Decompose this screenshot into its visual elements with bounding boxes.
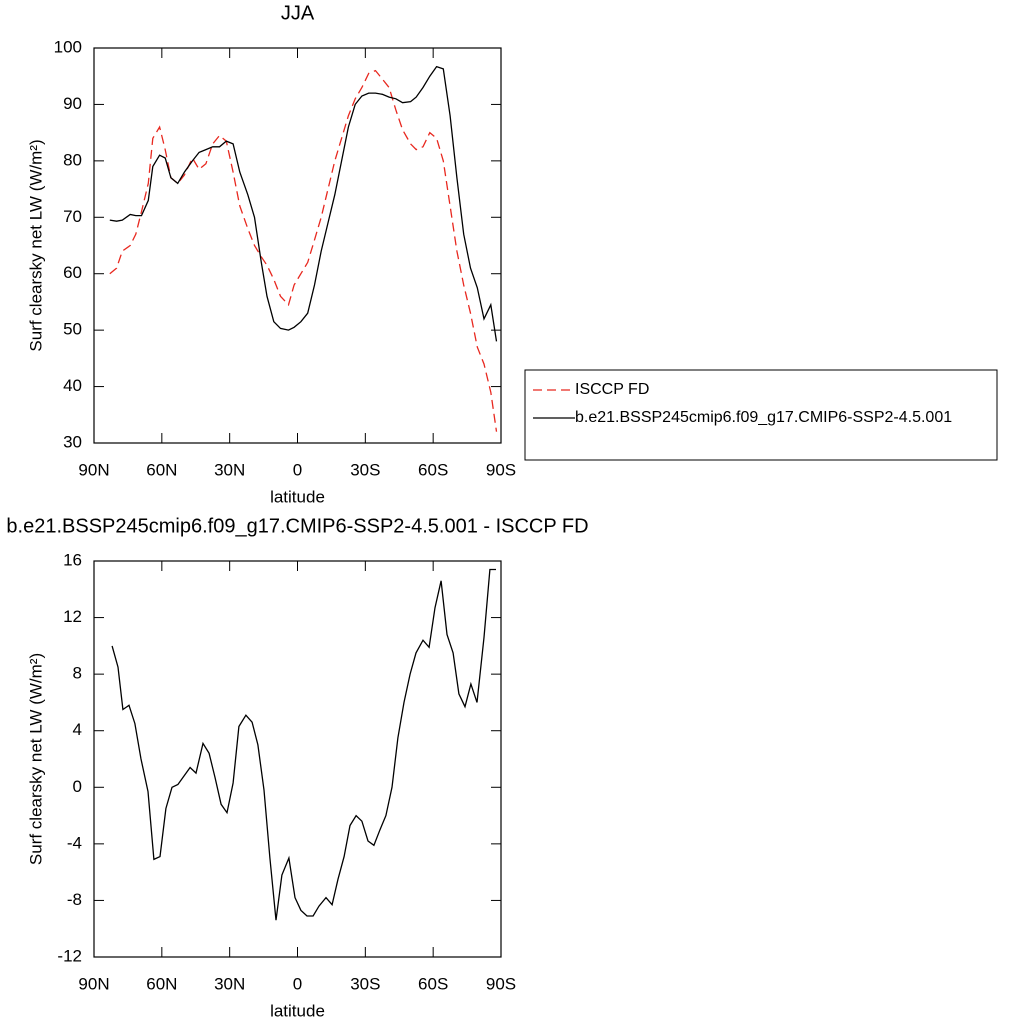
data-line [109, 65, 498, 342]
data-line [109, 69, 498, 432]
plot-frame [93, 560, 502, 958]
x-tick-label: 0 [293, 460, 302, 479]
x-tick-label: 60N [146, 974, 177, 993]
y-axis-label: Surf clearsky net LW (W/m²) [26, 139, 45, 351]
x-tick-label: 30N [214, 974, 245, 993]
plot-frame [93, 47, 502, 444]
legend-label: ISCCP FD [575, 381, 649, 398]
x-tick-label: 60S [418, 974, 448, 993]
x-tick-label: 90S [486, 974, 516, 993]
y-tick-label: 30 [63, 432, 82, 451]
y-tick-label: 8 [73, 664, 82, 683]
y-tick-label: -4 [67, 833, 82, 852]
x-tick-label: 60N [146, 460, 177, 479]
y-axis-label: Surf clearsky net LW (W/m²) [26, 653, 45, 865]
data-line [111, 568, 496, 921]
y-tick-label: -12 [57, 946, 82, 965]
x-tick-label: 60S [418, 460, 448, 479]
chart-title: JJA [281, 2, 315, 24]
x-tick-label: 0 [293, 974, 302, 993]
legend-label: b.e21.BSSP245cmip6.f09_g17.CMIP6-SSP2-4.… [575, 409, 952, 426]
x-tick-label: 90N [78, 974, 109, 993]
y-tick-label: 100 [54, 37, 82, 56]
y-tick-label: 12 [63, 607, 82, 626]
y-tick-label: 4 [73, 720, 82, 739]
y-tick-label: 60 [63, 263, 82, 282]
y-tick-label: 0 [73, 777, 82, 796]
x-tick-label: 90S [486, 460, 516, 479]
legend-box [524, 369, 998, 461]
x-axis-label: latitude [270, 1001, 325, 1020]
x-tick-label: 30S [350, 460, 380, 479]
y-tick-label: 50 [63, 320, 82, 339]
x-tick-label: 30S [350, 974, 380, 993]
y-tick-label: 16 [63, 550, 82, 569]
y-tick-label: -8 [67, 890, 82, 909]
x-axis-label: latitude [270, 487, 325, 506]
y-tick-label: 40 [63, 376, 82, 395]
y-tick-label: 80 [63, 150, 82, 169]
x-tick-label: 30N [214, 460, 245, 479]
y-tick-label: 90 [63, 94, 82, 113]
x-tick-label: 90N [78, 460, 109, 479]
chart-title: b.e21.BSSP245cmip6.f09_g17.CMIP6-SSP2-4.… [6, 515, 588, 537]
y-tick-label: 70 [63, 207, 82, 226]
